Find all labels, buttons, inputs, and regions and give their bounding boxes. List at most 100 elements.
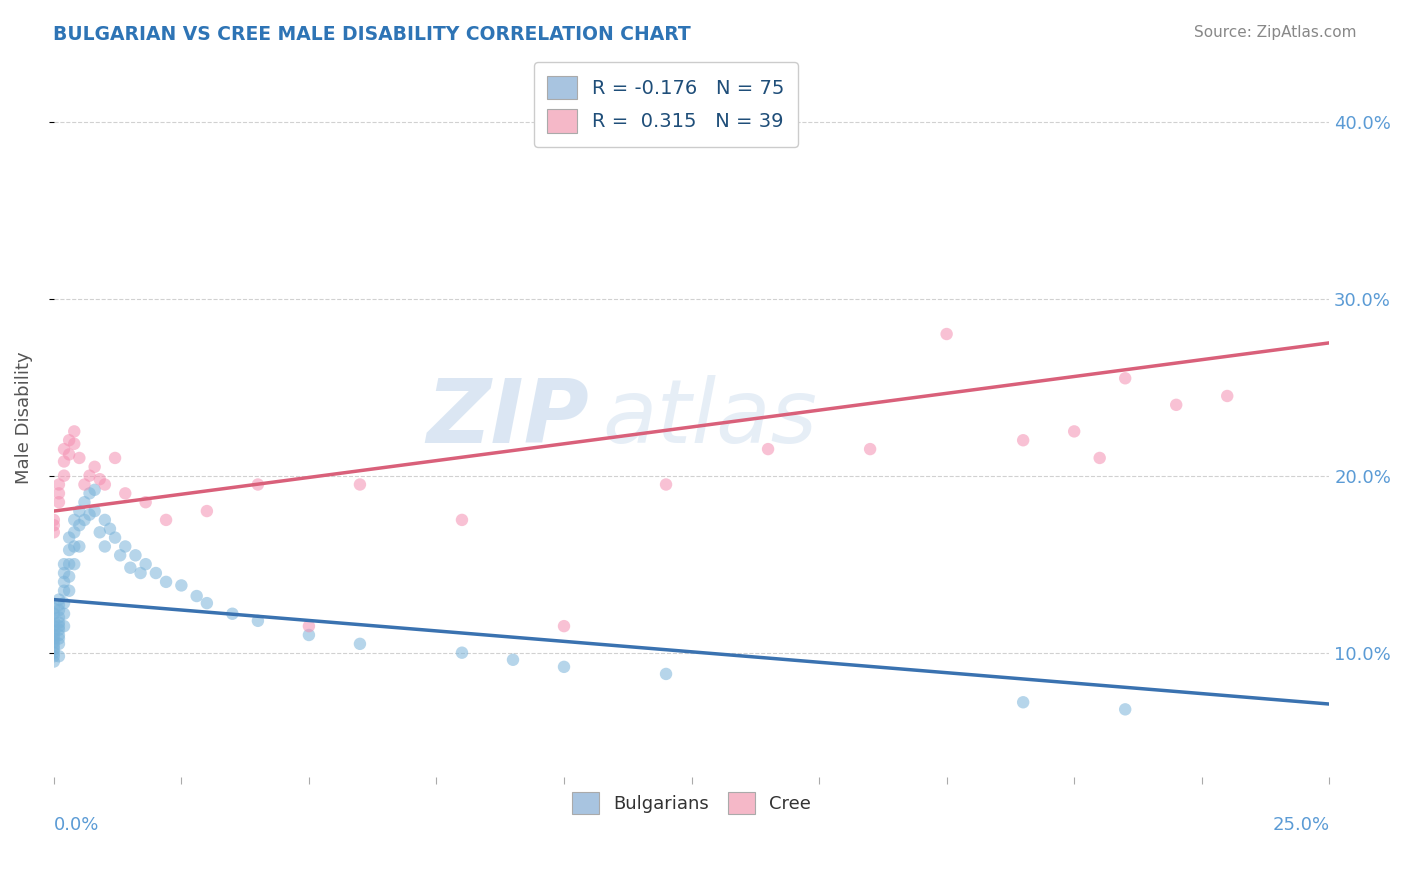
Point [1012, 434, 1035, 448]
Point [48, 610, 70, 624]
Point [298, 628, 321, 642]
Point [298, 619, 321, 633]
Point [195, 596, 218, 610]
Point [42, 513, 65, 527]
Point [655, 477, 678, 491]
Point [73, 495, 96, 509]
Point [42, 619, 65, 633]
Point [349, 477, 371, 491]
Text: 0.0%: 0.0% [53, 816, 100, 834]
Point [42, 655, 65, 669]
Text: 25.0%: 25.0% [1272, 816, 1329, 834]
Point [129, 566, 152, 580]
Point [53, 619, 76, 633]
Point [155, 574, 177, 589]
Point [73, 477, 96, 491]
Point [451, 646, 474, 660]
Point [42, 646, 65, 660]
Point [79, 508, 101, 522]
Point [83, 504, 105, 518]
Point [42, 624, 65, 639]
Point [48, 592, 70, 607]
Point [451, 513, 474, 527]
Point [1114, 702, 1136, 716]
Point [63, 513, 86, 527]
Point [58, 569, 80, 583]
Point [98, 522, 121, 536]
Point [48, 637, 70, 651]
Point [63, 525, 86, 540]
Point [79, 486, 101, 500]
Point [89, 525, 111, 540]
Point [1216, 389, 1239, 403]
Point [170, 578, 193, 592]
Point [124, 549, 146, 563]
Point [42, 642, 65, 657]
Point [89, 472, 111, 486]
Point [63, 557, 86, 571]
Point [42, 614, 65, 628]
Legend: Bulgarians, Cree: Bulgarians, Cree [565, 785, 818, 822]
Point [67, 540, 90, 554]
Point [42, 607, 65, 621]
Point [48, 619, 70, 633]
Point [58, 531, 80, 545]
Point [48, 649, 70, 664]
Point [145, 566, 167, 580]
Point [48, 603, 70, 617]
Point [48, 623, 70, 637]
Point [48, 495, 70, 509]
Point [58, 583, 80, 598]
Point [42, 525, 65, 540]
Point [1063, 425, 1085, 439]
Point [83, 459, 105, 474]
Point [42, 632, 65, 646]
Point [104, 450, 127, 465]
Point [104, 531, 127, 545]
Point [53, 557, 76, 571]
Point [94, 540, 117, 554]
Point [114, 540, 136, 554]
Point [195, 504, 218, 518]
Point [48, 628, 70, 642]
Y-axis label: Male Disability: Male Disability [15, 351, 32, 484]
Point [42, 518, 65, 533]
Point [53, 583, 76, 598]
Point [58, 557, 80, 571]
Point [155, 513, 177, 527]
Point [94, 477, 117, 491]
Point [67, 504, 90, 518]
Point [53, 566, 76, 580]
Point [67, 518, 90, 533]
Point [58, 543, 80, 558]
Point [53, 607, 76, 621]
Point [79, 468, 101, 483]
Point [349, 637, 371, 651]
Point [42, 635, 65, 649]
Point [53, 574, 76, 589]
Point [63, 437, 86, 451]
Text: ZIP: ZIP [427, 375, 589, 462]
Point [186, 589, 208, 603]
Point [935, 326, 957, 341]
Point [63, 540, 86, 554]
Point [1012, 695, 1035, 709]
Point [48, 477, 70, 491]
Point [756, 442, 779, 456]
Point [58, 434, 80, 448]
Point [53, 596, 76, 610]
Text: Source: ZipAtlas.com: Source: ZipAtlas.com [1194, 25, 1357, 40]
Point [553, 660, 575, 674]
Point [67, 450, 90, 465]
Point [53, 468, 76, 483]
Point [553, 619, 575, 633]
Point [1166, 398, 1188, 412]
Point [48, 486, 70, 500]
Point [114, 486, 136, 500]
Point [48, 598, 70, 612]
Point [48, 615, 70, 630]
Point [135, 557, 157, 571]
Point [42, 649, 65, 664]
Point [120, 560, 142, 574]
Point [1088, 450, 1111, 465]
